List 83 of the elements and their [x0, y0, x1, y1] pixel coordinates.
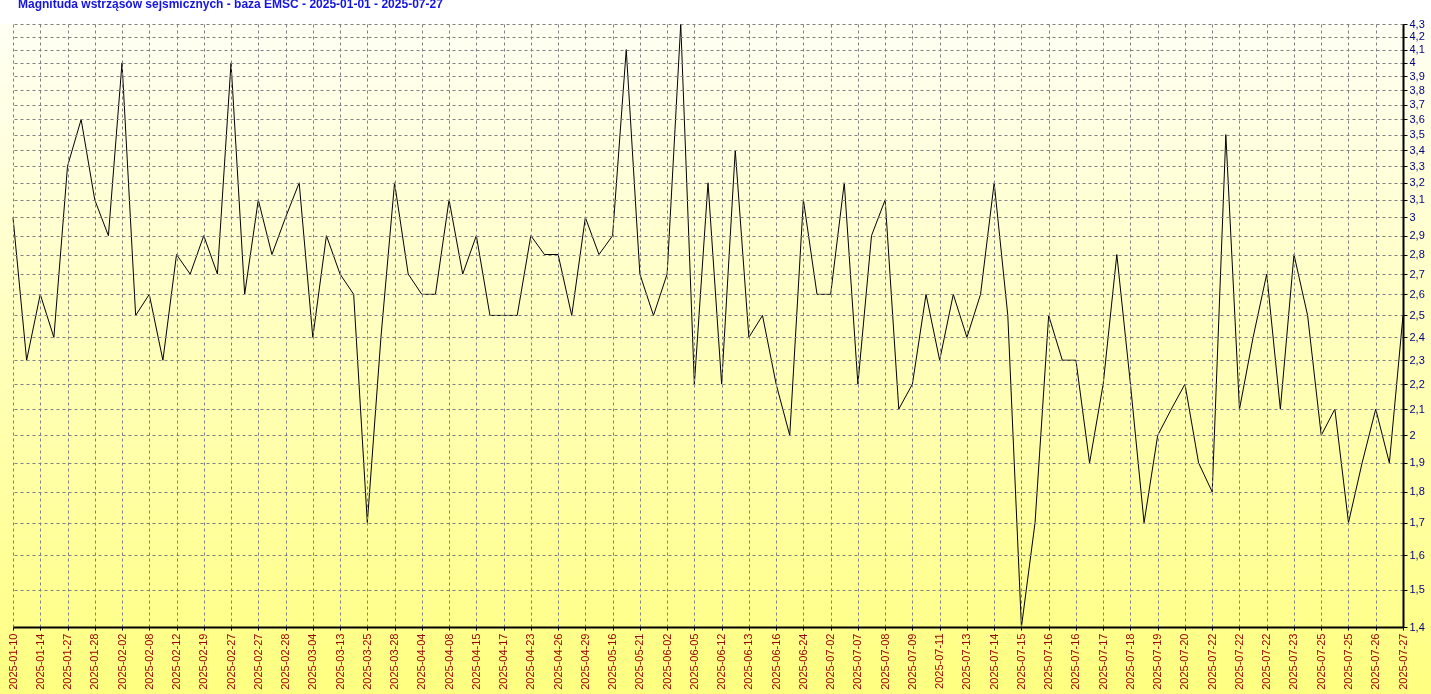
y-tick-label: 2 — [1409, 428, 1416, 441]
x-tick-label: 2025-03-13 — [333, 633, 346, 690]
y-tick-label: 2,5 — [1409, 308, 1425, 321]
x-tick-label: 2025-07-25 — [1341, 633, 1354, 690]
x-tick-label: 2025-02-19 — [197, 633, 210, 690]
x-tick-label: 2025-04-17 — [497, 633, 510, 690]
y-tick-label: 1,7 — [1409, 516, 1425, 529]
x-tick-label: 2025-06-24 — [796, 633, 809, 690]
x-tick-label: 2025-02-08 — [142, 633, 155, 690]
x-tick-label: 2025-01-14 — [33, 633, 46, 690]
x-tick-label: 2025-05-16 — [606, 633, 619, 690]
y-tick-label: 3,6 — [1409, 112, 1425, 125]
y-tick-label: 1,5 — [1409, 583, 1425, 596]
x-tick-label: 2025-07-07 — [851, 633, 864, 690]
x-tick-label: 2025-06-02 — [660, 633, 673, 690]
x-tick-label: 2025-07-17 — [1096, 633, 1109, 690]
y-tick-label: 2,6 — [1409, 287, 1425, 300]
y-tick-label: 2,9 — [1409, 229, 1425, 242]
y-tick-label: 2,7 — [1409, 267, 1425, 280]
y-tick-label: 1,8 — [1409, 485, 1425, 498]
x-tick-label: 2025-02-12 — [170, 633, 183, 690]
x-tick-label: 2025-03-25 — [360, 633, 373, 690]
y-tick-label: 2,8 — [1409, 248, 1425, 261]
x-tick-label: 2025-02-28 — [279, 633, 292, 690]
x-tick-label: 2025-07-18 — [1123, 633, 1136, 690]
x-tick-label: 2025-04-29 — [578, 633, 591, 690]
x-tick-label: 2025-04-23 — [524, 633, 537, 690]
y-tick-label: 4,1 — [1409, 43, 1425, 56]
y-tick-label: 2,4 — [1409, 330, 1425, 343]
x-tick-label: 2025-07-22 — [1260, 633, 1273, 690]
y-tick-label: 1,4 — [1409, 620, 1425, 633]
y-tick-label: 3,4 — [1409, 143, 1425, 156]
y-tick-label: 4 — [1409, 56, 1416, 69]
y-tick-label: 2,1 — [1409, 402, 1425, 415]
y-tick-label: 3,1 — [1409, 193, 1425, 206]
x-tick-label: 2025-01-10 — [6, 633, 19, 690]
y-tick-label: 3,2 — [1409, 176, 1425, 189]
x-tick-label: 2025-03-28 — [388, 633, 401, 690]
x-tick-label: 2025-03-04 — [306, 633, 319, 690]
x-tick-label: 2025-01-27 — [61, 633, 74, 690]
x-tick-label: 2025-06-12 — [715, 633, 728, 690]
y-tick-label: 3,3 — [1409, 159, 1425, 172]
y-tick-label: 3,7 — [1409, 98, 1425, 111]
y-tick-label: 2,3 — [1409, 353, 1425, 366]
x-tick-label: 2025-07-16 — [1042, 633, 1055, 690]
x-tick-label: 2025-07-09 — [905, 633, 918, 690]
chart-title: Magnituda wstrząsów sejsmicznych - baza EMSC - 2025-01-01 - 2025-07-27 — [18, 0, 444, 11]
x-tick-label: 2025-07-20 — [1178, 633, 1191, 690]
x-tick-label: 2025-04-04 — [415, 633, 428, 690]
x-tick-label: 2025-07-15 — [1014, 633, 1027, 690]
x-tick-label: 2025-07-16 — [1069, 633, 1082, 690]
x-tick-label: 2025-04-15 — [469, 633, 482, 690]
x-tick-label: 2025-06-05 — [687, 633, 700, 690]
y-tick-label: 3 — [1409, 210, 1416, 223]
y-tick-label: 1,9 — [1409, 456, 1425, 469]
x-tick-label: 2025-07-14 — [987, 633, 1000, 690]
y-tick-label: 1,6 — [1409, 548, 1425, 561]
x-tick-label: 2025-07-11 — [933, 633, 946, 689]
y-tick-label: 3,5 — [1409, 128, 1425, 141]
x-tick-label: 2025-07-22 — [1232, 633, 1245, 690]
x-tick-label: 2025-02-27 — [251, 633, 264, 690]
y-tick-label: 3,9 — [1409, 69, 1425, 82]
x-tick-label: 2025-04-26 — [551, 633, 564, 690]
x-tick-label: 2025-07-19 — [1151, 633, 1164, 690]
y-tick-label: 3,8 — [1409, 83, 1425, 96]
y-tick-label: 4,2 — [1409, 30, 1425, 43]
x-tick-label: 2025-05-21 — [633, 633, 646, 690]
x-tick-label: 2025-07-25 — [1314, 633, 1327, 690]
y-tick-label: 2,2 — [1409, 377, 1425, 390]
x-tick-label: 2025-07-13 — [960, 633, 973, 690]
x-tick-label: 2025-07-08 — [878, 633, 891, 690]
x-tick-label: 2025-06-16 — [769, 633, 782, 690]
x-tick-label: 2025-06-13 — [742, 633, 755, 690]
x-tick-label: 2025-01-28 — [88, 633, 101, 690]
x-tick-label: 2025-07-23 — [1287, 633, 1300, 690]
x-tick-label: 2025-07-26 — [1369, 633, 1382, 690]
x-tick-label: 2025-07-27 — [1396, 633, 1409, 690]
x-tick-label: 2025-07-02 — [824, 633, 837, 690]
x-tick-label: 2025-04-08 — [442, 633, 455, 690]
x-tick-label: 2025-02-02 — [115, 633, 128, 690]
x-tick-label: 2025-02-27 — [224, 633, 237, 690]
y-tick-label: 4,3 — [1409, 17, 1425, 30]
x-tick-label: 2025-07-22 — [1205, 633, 1218, 690]
